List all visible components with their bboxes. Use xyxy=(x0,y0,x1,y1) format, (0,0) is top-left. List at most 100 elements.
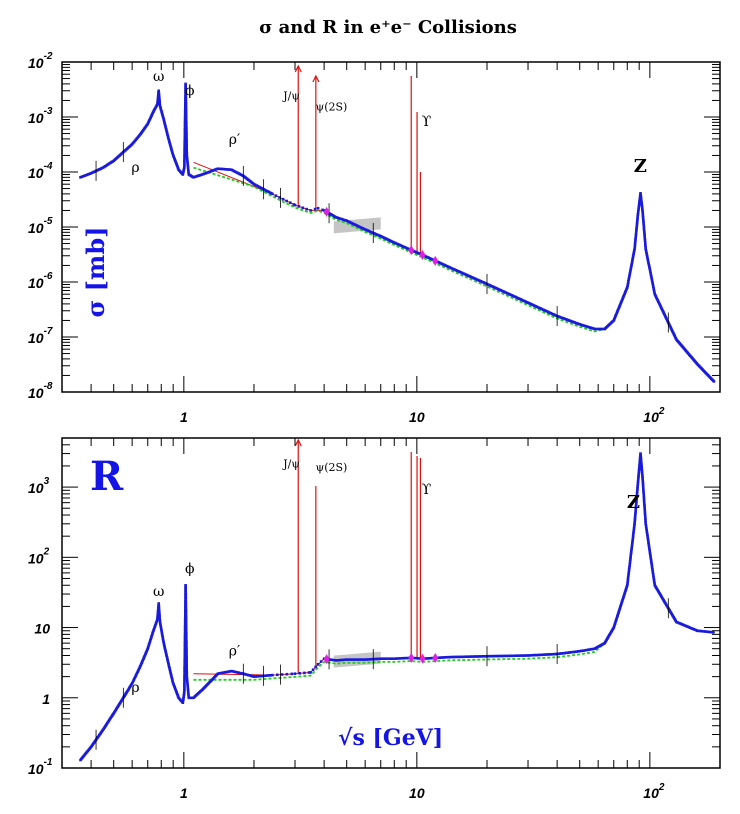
data-point xyxy=(185,641,188,645)
data-point xyxy=(228,670,232,673)
data-point xyxy=(558,652,562,655)
data-point xyxy=(183,657,187,660)
data-point xyxy=(184,624,188,627)
data-point xyxy=(596,327,600,331)
data-point xyxy=(624,588,628,591)
data-point xyxy=(595,327,598,331)
data-point xyxy=(538,653,542,657)
data-point xyxy=(185,128,188,131)
data-point xyxy=(182,692,186,695)
resonance-label: ψ(2S) xyxy=(316,461,348,474)
data-point xyxy=(393,657,396,660)
data-point xyxy=(185,647,188,650)
data-point xyxy=(426,657,429,660)
data-point xyxy=(647,544,651,548)
data-point xyxy=(526,654,530,657)
data-point xyxy=(626,580,629,584)
data-point xyxy=(374,657,377,661)
data-point xyxy=(642,492,645,495)
data-point xyxy=(185,666,188,670)
data-point xyxy=(168,667,171,670)
data-point xyxy=(159,108,163,112)
data-point xyxy=(636,485,639,488)
data-point xyxy=(507,654,510,658)
data-point xyxy=(167,664,171,667)
data-point xyxy=(651,568,654,571)
data-point xyxy=(635,490,639,493)
data-point xyxy=(585,648,588,652)
data-points xyxy=(79,452,715,762)
data-point xyxy=(586,325,590,329)
data-point xyxy=(274,194,278,197)
data-point xyxy=(182,698,185,701)
data-point xyxy=(184,108,188,112)
data-point xyxy=(633,517,637,520)
data-point xyxy=(149,639,152,642)
data-point xyxy=(626,582,629,585)
data-point xyxy=(634,510,637,514)
data-point xyxy=(155,619,159,623)
data-point xyxy=(301,206,305,210)
data-point xyxy=(184,629,188,633)
data-point xyxy=(636,219,639,223)
data-point xyxy=(645,252,648,255)
resonance-label: ϕ xyxy=(185,561,195,577)
data-point xyxy=(642,487,645,490)
data-point xyxy=(183,164,186,168)
data-point xyxy=(158,102,162,106)
y-tick-label: 10-3 xyxy=(28,106,53,126)
data-point xyxy=(627,569,631,572)
data-point xyxy=(184,613,188,617)
x-tick-label: 102 xyxy=(643,782,665,801)
data-point xyxy=(184,605,188,608)
x-tick-label: 102 xyxy=(643,406,665,425)
data-point xyxy=(467,655,471,658)
data-point xyxy=(649,555,652,559)
data-point xyxy=(638,198,641,202)
data-point xyxy=(269,674,273,677)
magenta-point xyxy=(432,652,439,663)
data-point xyxy=(650,276,653,279)
data-point xyxy=(185,638,188,641)
data-point xyxy=(162,643,166,646)
data-point xyxy=(158,614,161,617)
data-point xyxy=(185,150,189,154)
data-point xyxy=(162,118,166,121)
data-point xyxy=(185,157,189,160)
data-point xyxy=(540,307,544,311)
data-point xyxy=(271,673,274,677)
data-point xyxy=(168,140,171,143)
data-point xyxy=(642,222,645,226)
data-point xyxy=(222,167,226,171)
data-point xyxy=(134,674,138,677)
data-point xyxy=(167,661,170,665)
data-point xyxy=(651,571,655,574)
data-point xyxy=(185,147,188,150)
data-point xyxy=(636,488,639,492)
data-point xyxy=(305,207,308,211)
data-point xyxy=(712,380,716,383)
data-point xyxy=(183,685,186,689)
data-point xyxy=(530,654,533,657)
data-point xyxy=(535,653,538,657)
y-tick-label: 103 xyxy=(28,476,50,496)
data-point xyxy=(465,655,469,658)
plot-area xyxy=(79,438,715,762)
data-point xyxy=(153,625,157,628)
data-point xyxy=(641,214,645,217)
data-point xyxy=(184,627,188,631)
y-tick-label: 10-7 xyxy=(28,326,53,346)
data-point xyxy=(154,623,157,627)
data-point xyxy=(183,689,186,692)
data-point xyxy=(167,137,170,141)
data-point xyxy=(648,265,651,269)
data-point xyxy=(182,693,186,697)
data-point xyxy=(641,217,645,221)
data-point xyxy=(184,82,187,86)
data-point xyxy=(586,648,590,652)
data-point xyxy=(184,107,188,110)
data-point xyxy=(653,291,656,294)
data-point xyxy=(184,612,188,615)
data-point xyxy=(158,620,162,624)
data-point xyxy=(168,143,172,146)
